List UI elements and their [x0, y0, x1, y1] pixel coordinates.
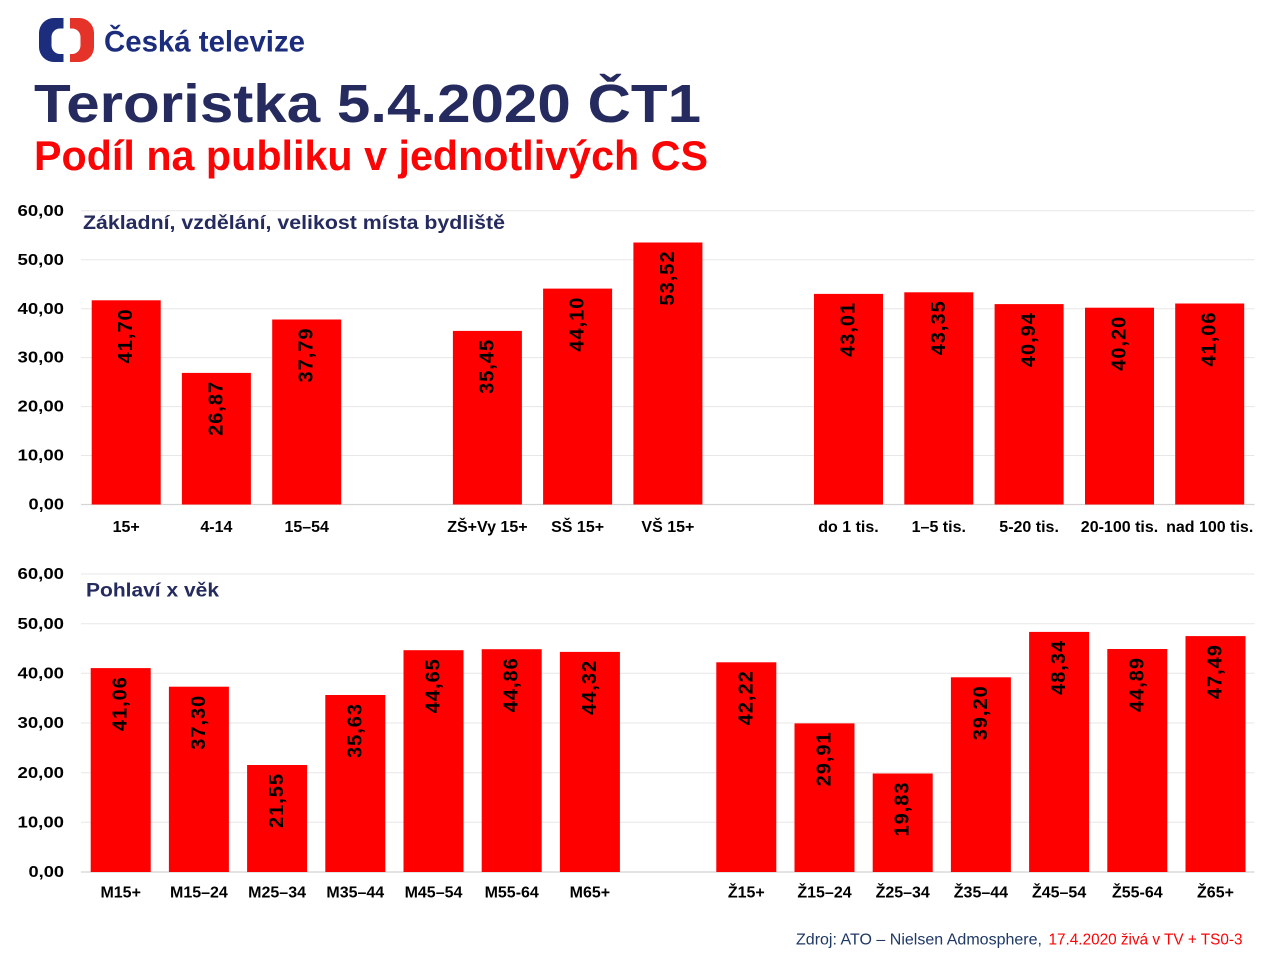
svg-text:44,86: 44,86: [501, 658, 523, 712]
svg-text:40,20: 40,20: [1109, 317, 1131, 371]
svg-text:10,00: 10,00: [18, 448, 65, 465]
svg-text:37,79: 37,79: [296, 329, 318, 383]
svg-text:5-20 tis.: 5-20 tis.: [999, 519, 1059, 536]
svg-text:43,01: 43,01: [838, 303, 860, 357]
svg-text:47,49: 47,49: [1205, 645, 1227, 699]
svg-text:0,00: 0,00: [29, 864, 65, 881]
svg-text:M15–24: M15–24: [170, 885, 228, 902]
svg-text:Ž65+: Ž65+: [1197, 883, 1234, 902]
svg-text:Teroristka 5.4.2020 ČT1: Teroristka 5.4.2020 ČT1: [34, 73, 701, 134]
svg-text:20-100 tis.: 20-100 tis.: [1081, 519, 1158, 536]
svg-text:40,00: 40,00: [18, 665, 65, 682]
svg-text:44,32: 44,32: [579, 661, 601, 715]
svg-text:do 1 tis.: do 1 tis.: [818, 519, 878, 536]
svg-text:21,55: 21,55: [266, 774, 288, 828]
svg-text:50,00: 50,00: [18, 252, 65, 269]
svg-text:17.4.2020 živá v TV + TS0-3: 17.4.2020 živá v TV + TS0-3: [1049, 932, 1243, 949]
svg-text:42,22: 42,22: [735, 671, 757, 725]
svg-text:48,34: 48,34: [1048, 640, 1070, 695]
svg-text:40,00: 40,00: [18, 301, 65, 318]
svg-text:Ž25–34: Ž25–34: [876, 883, 930, 902]
svg-text:26,87: 26,87: [205, 382, 227, 436]
svg-text:Ž15–24: Ž15–24: [797, 883, 851, 902]
svg-text:M55-64: M55-64: [485, 885, 539, 902]
svg-text:4-14: 4-14: [200, 519, 232, 536]
svg-text:Ž35–44: Ž35–44: [954, 883, 1008, 902]
svg-text:M25–34: M25–34: [248, 885, 306, 902]
svg-text:41,70: 41,70: [115, 309, 137, 363]
svg-text:44,65: 44,65: [423, 659, 445, 713]
svg-text:43,35: 43,35: [928, 301, 950, 355]
svg-text:nad 100 tis.: nad 100 tis.: [1166, 519, 1253, 536]
svg-text:29,91: 29,91: [814, 732, 836, 786]
svg-text:10,00: 10,00: [18, 814, 65, 831]
svg-text:15–54: 15–54: [284, 519, 329, 536]
svg-text:30,00: 30,00: [18, 350, 65, 367]
svg-text:39,20: 39,20: [970, 686, 992, 740]
svg-text:60,00: 60,00: [18, 566, 65, 583]
svg-text:VŠ 15+: VŠ 15+: [641, 517, 694, 536]
svg-text:M35–44: M35–44: [326, 885, 384, 902]
svg-text:20,00: 20,00: [18, 765, 65, 782]
svg-text:19,83: 19,83: [892, 783, 914, 837]
svg-text:44,10: 44,10: [567, 298, 589, 352]
svg-text:Podíl na publiku v jednotlivýc: Podíl na publiku v jednotlivých CS: [34, 132, 708, 179]
svg-text:50,00: 50,00: [18, 616, 65, 633]
svg-text:60,00: 60,00: [18, 203, 65, 220]
svg-text:Česká televize: Česká televize: [104, 25, 305, 59]
svg-text:35,45: 35,45: [476, 340, 498, 394]
svg-text:37,30: 37,30: [188, 696, 210, 750]
svg-text:44,89: 44,89: [1126, 658, 1148, 712]
svg-text:15+: 15+: [113, 519, 140, 536]
svg-text:40,94: 40,94: [1018, 312, 1040, 367]
svg-text:SŠ 15+: SŠ 15+: [551, 517, 604, 536]
svg-text:Základní, vzdělání, velikost m: Základní, vzdělání, velikost místa bydli…: [83, 212, 505, 234]
svg-text:53,52: 53,52: [657, 252, 679, 306]
svg-text:M65+: M65+: [570, 885, 610, 902]
svg-text:Ž55-64: Ž55-64: [1112, 883, 1163, 902]
svg-text:Ž15+: Ž15+: [728, 883, 765, 902]
svg-text:41,06: 41,06: [110, 677, 132, 731]
svg-text:1–5 tis.: 1–5 tis.: [912, 519, 966, 536]
svg-text:ZŠ+Vy 15+: ZŠ+Vy 15+: [447, 517, 527, 536]
svg-text:0,00: 0,00: [29, 497, 65, 514]
svg-text:30,00: 30,00: [18, 715, 65, 732]
svg-text:Pohlaví x věk: Pohlaví x věk: [86, 580, 219, 602]
svg-text:M45–54: M45–54: [405, 885, 463, 902]
svg-text:35,63: 35,63: [344, 704, 366, 758]
svg-text:20,00: 20,00: [18, 399, 65, 416]
svg-text:Ž45–54: Ž45–54: [1032, 883, 1086, 902]
svg-text:M15+: M15+: [100, 885, 140, 902]
svg-text:Zdroj: ATO – Nielsen Admospher: Zdroj: ATO – Nielsen Admosphere,: [796, 932, 1042, 949]
svg-text:41,06: 41,06: [1199, 313, 1221, 367]
